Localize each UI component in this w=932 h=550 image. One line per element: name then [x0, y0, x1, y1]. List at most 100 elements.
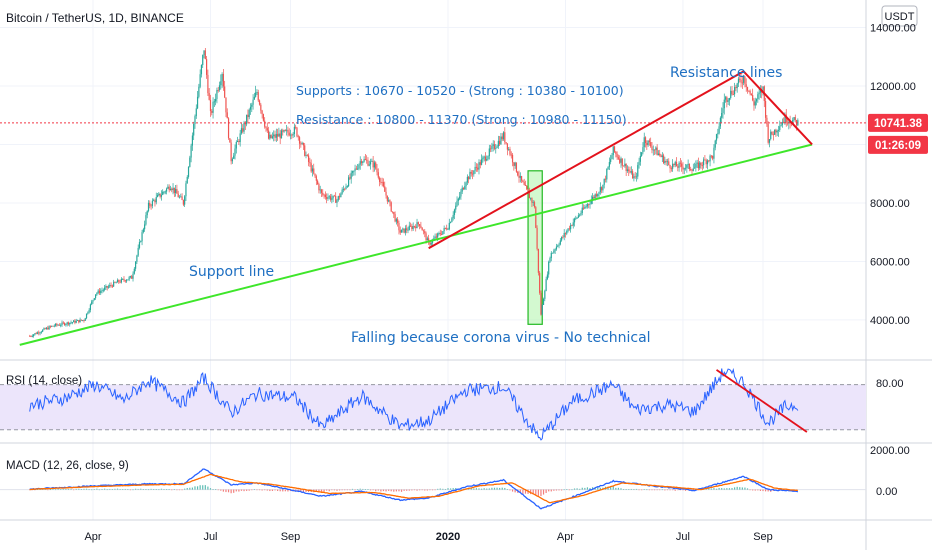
support-trendline[interactable]	[19, 143, 813, 346]
candle	[300, 141, 302, 148]
macd-histogram-bar	[320, 489, 323, 492]
candle	[122, 278, 124, 280]
rsi-trendline[interactable]	[716, 369, 808, 433]
macd-histogram-bar	[354, 489, 356, 491]
macd-histogram-bar	[88, 489, 90, 491]
candle	[390, 201, 392, 213]
support-line-label[interactable]: Support line	[189, 264, 274, 280]
macd-histogram-bar	[444, 488, 447, 490]
candle	[114, 281, 116, 284]
candle	[763, 85, 765, 108]
macd-histogram-bar	[739, 487, 741, 490]
candle	[206, 55, 208, 79]
candle	[473, 170, 475, 177]
macd-histogram-bar	[403, 489, 405, 491]
candle	[73, 319, 75, 323]
macd-histogram-bar	[398, 489, 400, 492]
candle	[691, 168, 693, 175]
candle	[378, 176, 381, 187]
candle	[657, 150, 660, 156]
candle	[286, 125, 288, 136]
candle	[107, 284, 110, 289]
candle	[624, 158, 626, 168]
macd-histogram-bar	[178, 489, 181, 491]
macd-histogram-bar	[416, 489, 418, 491]
grid-layer	[0, 0, 866, 520]
macd-histogram-bar	[708, 488, 710, 490]
candle	[51, 325, 53, 328]
candle	[84, 317, 86, 321]
macd-histogram-bar	[501, 487, 503, 490]
candle	[395, 217, 397, 225]
candle	[400, 229, 403, 233]
corona-annotation[interactable]: Falling because corona virus - No techni…	[351, 330, 651, 346]
candle	[735, 84, 737, 92]
resistance-trendline-lower[interactable]	[428, 70, 745, 250]
macd-histogram-bar	[530, 489, 532, 495]
macd-histogram-bar	[622, 488, 625, 490]
macd-histogram-bar	[486, 488, 488, 490]
corona-crash-box[interactable]	[527, 170, 543, 325]
macd-histogram-bar	[426, 489, 428, 491]
macd-histogram-bar	[49, 489, 51, 491]
candle	[176, 184, 178, 194]
macd-histogram-bar	[377, 489, 379, 491]
macd-histogram-bar	[137, 488, 139, 490]
macd-histogram-bar	[287, 489, 289, 492]
time-tick-label: Apr	[84, 531, 101, 543]
candle	[708, 159, 710, 163]
macd-histogram-bar	[349, 489, 351, 491]
candle	[479, 159, 481, 169]
candle	[189, 155, 191, 168]
candle	[97, 289, 99, 295]
macd-histogram-bar	[65, 489, 67, 490]
macd-histogram-bar	[646, 489, 648, 491]
candle	[149, 200, 151, 209]
time-tick-label: Jul	[203, 531, 217, 543]
candle	[470, 169, 472, 177]
macd-histogram-bar	[514, 489, 516, 493]
candle	[475, 163, 478, 172]
candle	[319, 185, 321, 194]
candle	[220, 74, 222, 90]
macd-histogram-bar	[62, 489, 64, 490]
candle	[581, 203, 583, 216]
candle	[248, 108, 250, 120]
candle	[695, 160, 697, 172]
candle	[442, 231, 444, 235]
candle	[93, 297, 95, 301]
candle	[508, 147, 510, 151]
candle	[280, 128, 283, 139]
candle	[580, 210, 582, 217]
candle	[420, 221, 422, 229]
candle	[363, 156, 365, 163]
macd-histogram-bar	[271, 489, 274, 491]
candle	[443, 225, 445, 235]
candle	[571, 224, 573, 227]
macd-histogram-bar	[375, 489, 377, 492]
candle	[156, 192, 159, 198]
time-axis[interactable]: Apr Jul Sep 2020 Apr Jul Sep	[84, 531, 772, 543]
candle	[195, 104, 197, 119]
candle	[167, 184, 169, 190]
candle	[595, 191, 598, 198]
candle	[29, 334, 31, 337]
candle	[745, 78, 747, 92]
macd-histogram-bar	[648, 489, 650, 491]
currency-button[interactable]	[881, 5, 918, 27]
candle	[40, 330, 42, 334]
macd-histogram-bar	[93, 489, 95, 490]
candle	[703, 157, 705, 169]
resistance-lines-label[interactable]: Resistance lines	[670, 65, 782, 81]
candle	[710, 155, 712, 159]
resistance-trendline-upper[interactable]	[742, 70, 813, 146]
supports-annotation[interactable]: Supports : 10670 - 10520 - (Strong : 103…	[296, 83, 624, 98]
candle	[348, 175, 350, 188]
price-axis[interactable]: 4000.006000.008000.0010000.0012000.00140…	[870, 23, 916, 327]
resistance-annotation[interactable]: Resistance : 10800 - 11370 (Strong : 109…	[296, 112, 627, 127]
candle	[105, 284, 107, 291]
candle	[630, 166, 632, 175]
candle	[549, 256, 551, 263]
macd-histogram-bar	[664, 489, 666, 491]
